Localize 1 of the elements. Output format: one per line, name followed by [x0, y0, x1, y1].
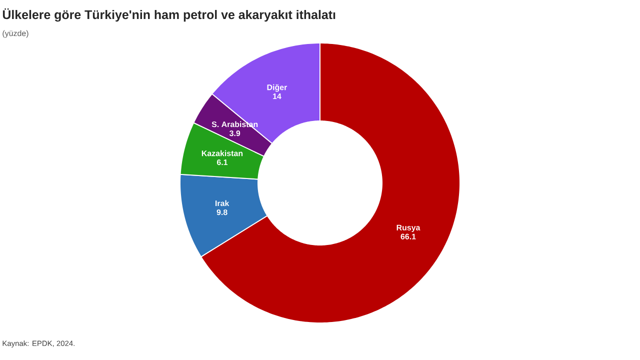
chart-title: Ülkelere göre Türkiye'nin ham petrol ve akaryakıt ithalatı [2, 8, 336, 22]
